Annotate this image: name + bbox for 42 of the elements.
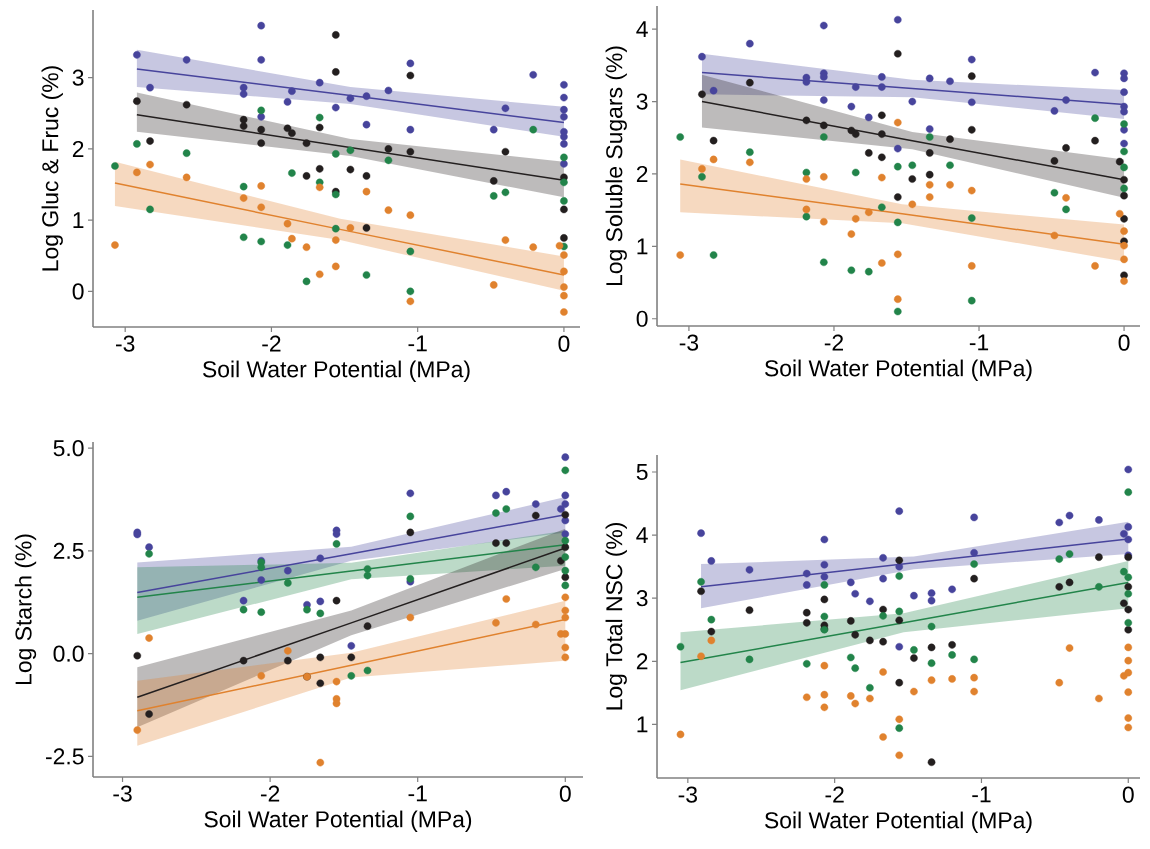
- y-tick-label: 1: [637, 716, 648, 733]
- y-tick-label: 4: [636, 527, 648, 543]
- y-tick-label: 0.0: [53, 645, 84, 662]
- x-tick-label: 0: [558, 335, 570, 352]
- x-tick-label: 0: [559, 785, 571, 802]
- y-tick-label: 3: [72, 69, 84, 86]
- y-tick-label: 0: [636, 310, 648, 327]
- y-tick-label: 1: [637, 238, 648, 255]
- x-tick-label: -2: [260, 785, 280, 802]
- y-tick-label: 2: [72, 140, 84, 157]
- x-axis-title: Soil Water Potential (MPa): [765, 359, 1032, 381]
- y-axis-title: Log Soluble Sugars (%): [605, 46, 627, 286]
- y-tick-label: 2: [636, 653, 648, 670]
- x-tick-label: -1: [408, 785, 427, 802]
- y-tick-label: 1: [73, 212, 84, 229]
- y-tick-label: 4: [636, 21, 648, 38]
- x-tick-label: -2: [825, 786, 844, 803]
- x-tick-label: -3: [113, 785, 132, 802]
- x-tick-label: -1: [969, 334, 989, 351]
- x-tick-label: -3: [116, 335, 135, 352]
- x-axis-title: Soil Water Potential (MPa): [765, 811, 1032, 833]
- y-axis-title: Log Gluc & Fruc (%): [41, 66, 63, 271]
- x-tick-label: 0: [1118, 334, 1130, 351]
- y-tick-label: 3: [636, 590, 648, 607]
- x-tick-label: -2: [824, 334, 844, 351]
- y-tick-label: 3: [636, 93, 648, 110]
- x-tick-label: -1: [972, 786, 991, 803]
- x-tick-label: -3: [679, 334, 699, 351]
- x-tick-label: -3: [678, 786, 698, 803]
- x-tick-label: -2: [262, 335, 281, 352]
- x-axis-title: Soil Water Potential (MPa): [203, 360, 470, 382]
- y-tick-label: 2.5: [53, 542, 84, 560]
- y-tick-label: 5.0: [53, 440, 84, 457]
- y-tick-label: -2.5: [46, 748, 84, 765]
- y-axis-title: Log Total NSC (%): [605, 523, 627, 710]
- y-tick-label: 2: [636, 165, 648, 182]
- y-tick-label: 5: [636, 464, 648, 481]
- x-tick-label: 0: [1122, 786, 1134, 803]
- x-tick-label: -1: [408, 335, 427, 352]
- x-axis-title: Soil Water Potential (MPa): [204, 810, 472, 832]
- y-tick-label: 0: [72, 283, 84, 300]
- y-axis-title: Log Starch (%): [14, 534, 37, 685]
